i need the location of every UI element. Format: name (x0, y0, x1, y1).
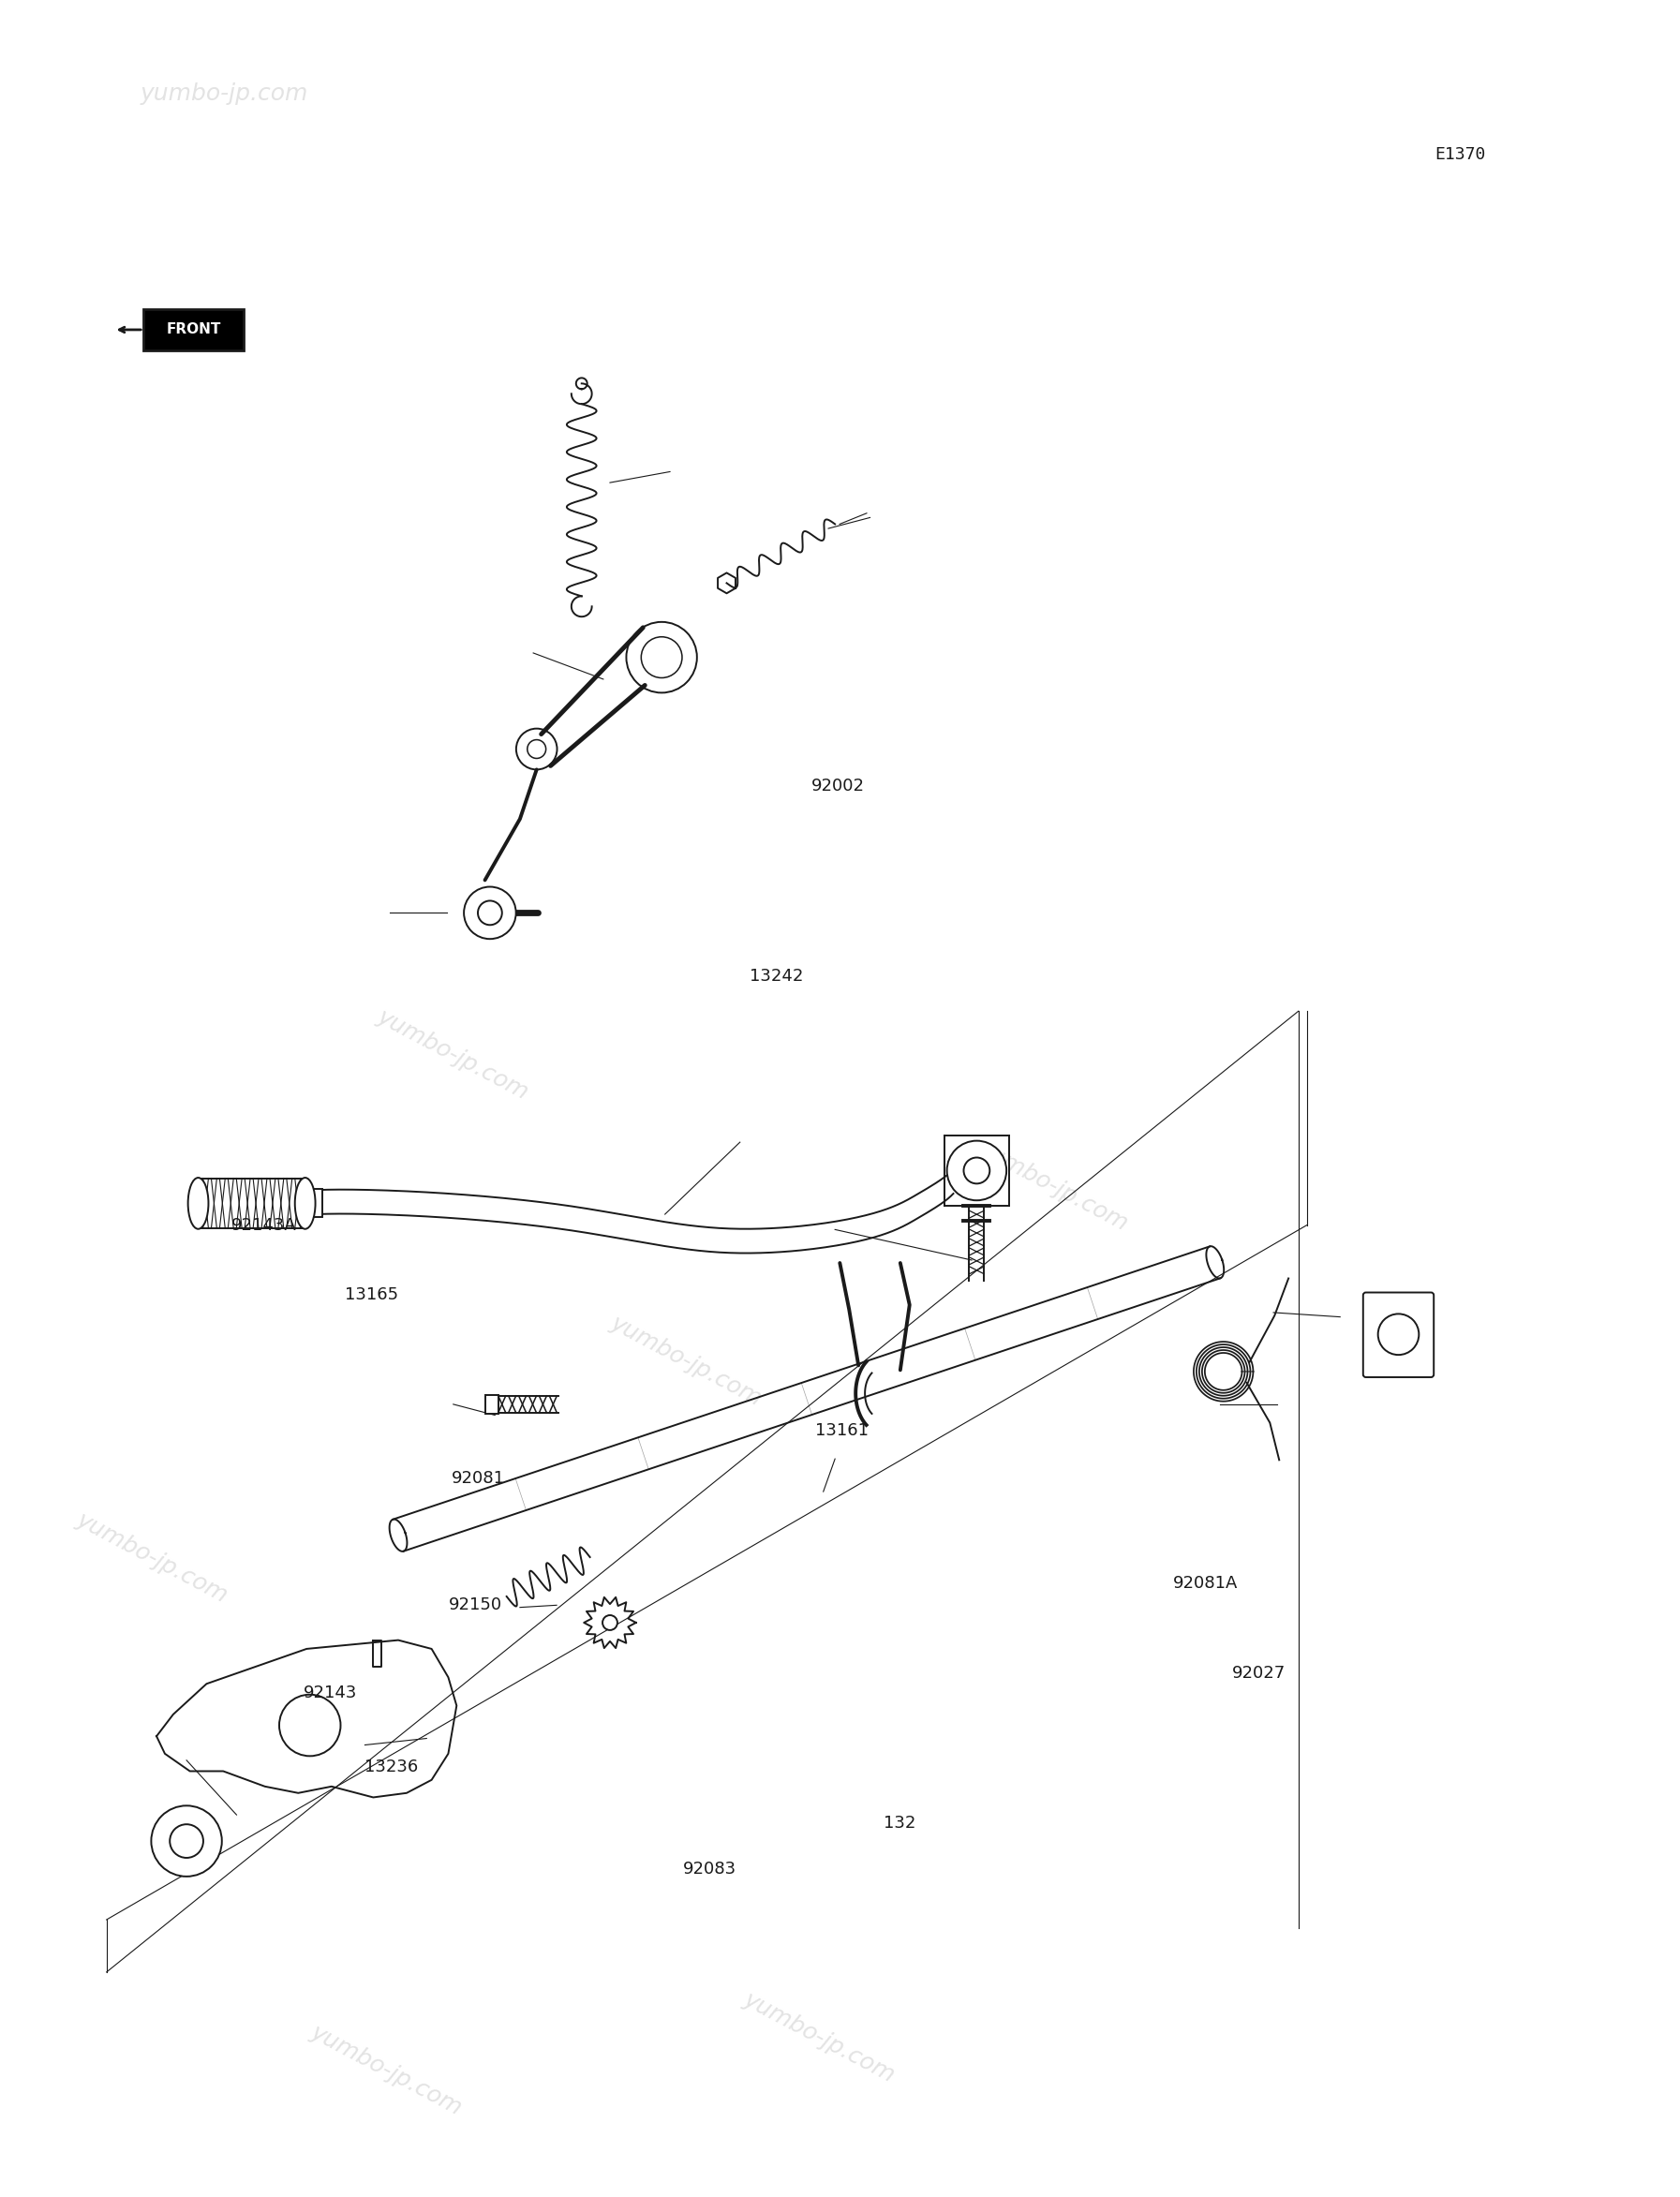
Text: E1370: E1370 (1435, 147, 1487, 163)
Text: 13165: 13165 (344, 1287, 398, 1303)
Polygon shape (390, 1520, 407, 1551)
Circle shape (170, 1824, 203, 1859)
Text: 13161: 13161 (815, 1421, 869, 1439)
FancyBboxPatch shape (143, 310, 244, 349)
Text: 132: 132 (884, 1815, 916, 1832)
Circle shape (477, 901, 502, 925)
Text: yumbo-jp.com: yumbo-jp.com (973, 1136, 1132, 1235)
Text: yumbo-jp.com: yumbo-jp.com (606, 1312, 766, 1410)
Circle shape (964, 1158, 990, 1184)
Text: 92150: 92150 (449, 1597, 502, 1613)
Text: yumbo-jp.com: yumbo-jp.com (373, 1006, 533, 1105)
Text: 13242: 13242 (749, 967, 803, 984)
Circle shape (151, 1806, 222, 1876)
Text: 92143A: 92143A (232, 1217, 297, 1233)
Text: yumbo-jp.com: yumbo-jp.com (74, 1507, 232, 1606)
Text: 92027: 92027 (1231, 1665, 1285, 1681)
Text: yumbo-jp.com: yumbo-jp.com (139, 83, 307, 105)
Polygon shape (1206, 1246, 1225, 1279)
Text: yumbo-jp.com: yumbo-jp.com (739, 1988, 899, 2087)
FancyBboxPatch shape (1362, 1292, 1433, 1378)
Text: 92143: 92143 (302, 1685, 356, 1700)
Circle shape (464, 888, 516, 938)
Circle shape (279, 1694, 341, 1755)
Circle shape (603, 1615, 617, 1630)
Text: 92081A: 92081A (1173, 1575, 1238, 1593)
Bar (486, 1395, 499, 1413)
Circle shape (948, 1140, 1006, 1200)
Ellipse shape (188, 1178, 208, 1228)
Text: FRONT: FRONT (166, 323, 222, 336)
Text: 92081: 92081 (452, 1470, 506, 1487)
Circle shape (1378, 1314, 1420, 1356)
Text: yumbo-jp.com: yumbo-jp.com (306, 2021, 465, 2120)
Text: 92002: 92002 (811, 778, 865, 795)
Bar (306, 1189, 323, 1217)
Ellipse shape (296, 1178, 316, 1228)
Text: 13236: 13236 (365, 1758, 418, 1775)
Text: 92083: 92083 (684, 1861, 738, 1878)
